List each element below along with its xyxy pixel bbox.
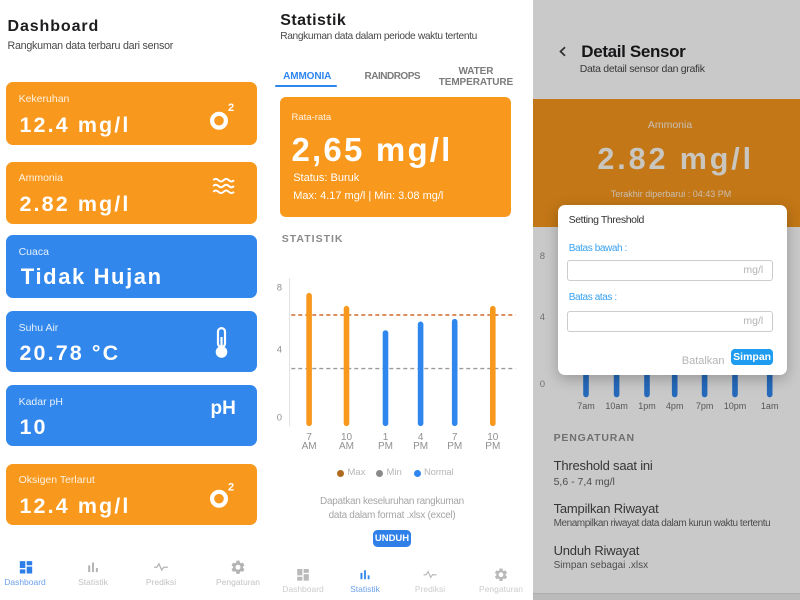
svg-text:2: 2 <box>228 103 234 114</box>
svg-text:AM: AM <box>339 441 354 452</box>
svg-text:PM: PM <box>485 441 500 452</box>
svg-text:PM: PM <box>413 441 428 452</box>
svg-text:PM: PM <box>447 441 462 452</box>
svg-text:AM: AM <box>302 441 317 452</box>
svg-text:8: 8 <box>277 283 282 294</box>
svg-text:10: 10 <box>341 432 353 443</box>
svg-text:4: 4 <box>277 344 282 355</box>
svg-text:2: 2 <box>228 482 234 494</box>
svg-text:1: 1 <box>383 432 389 443</box>
svg-text:PM: PM <box>378 441 393 452</box>
svg-text:7: 7 <box>306 432 312 443</box>
svg-text:4: 4 <box>418 432 424 443</box>
svg-text:7: 7 <box>452 432 458 443</box>
svg-text:10: 10 <box>487 432 499 443</box>
svg-text:0: 0 <box>277 412 282 423</box>
